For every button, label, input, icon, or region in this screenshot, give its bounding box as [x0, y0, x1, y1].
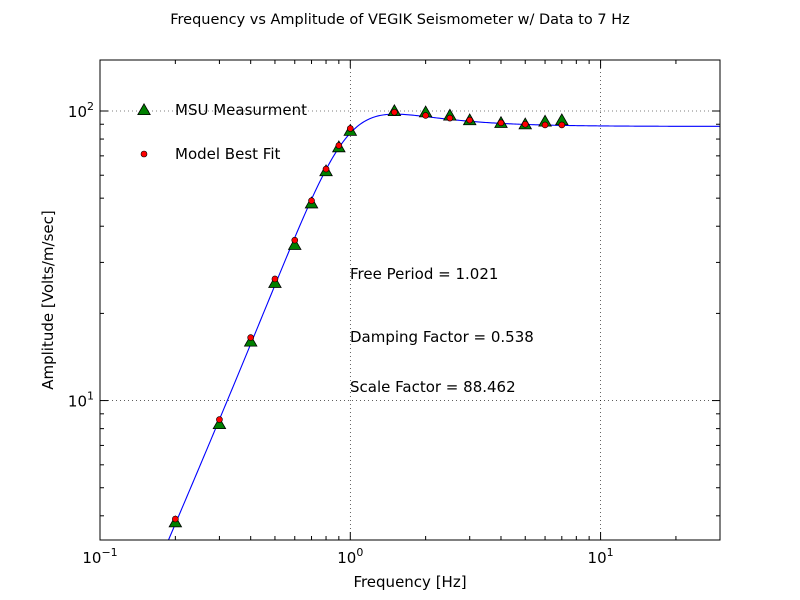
y-tick-label: 101 — [68, 390, 94, 411]
legend-marker-msu-measurement — [137, 102, 151, 116]
legend-marker-model-best-fit — [140, 150, 148, 158]
model-fit-point — [391, 108, 398, 116]
y-tick-label: 102 — [68, 100, 94, 121]
msu-measurement-point — [212, 416, 227, 430]
y-axis-label: Amplitude [Volts/m/sec] — [39, 210, 57, 390]
fit-curve-layer — [167, 113, 720, 540]
legend: MSU Measurment Model Best Fit — [137, 101, 307, 163]
model-fit-point — [216, 416, 223, 423]
msu-measurement-point — [287, 237, 302, 250]
x-tick-label: 100 — [337, 546, 363, 567]
tick-layer: 10−1 100 101 101 102 — [68, 60, 720, 567]
model-fit-point — [446, 114, 454, 122]
model-fit-point — [466, 116, 474, 124]
scale-factor-annotation: Scale Factor = 88.462 — [350, 378, 516, 396]
model-fit-point — [346, 125, 354, 132]
model-fit-point — [558, 121, 566, 129]
x-axis-label: Frequency [Hz] — [353, 573, 466, 591]
model-fit-point — [291, 236, 299, 244]
model-fit-point — [335, 142, 343, 149]
x-tick-label: 10−1 — [82, 546, 117, 567]
fit-curve — [167, 113, 720, 540]
model-fit-point — [322, 165, 330, 173]
model-fit-point — [497, 119, 505, 127]
chart-title: Frequency vs Amplitude of VEGIK Seismome… — [170, 12, 630, 28]
model-fit-point — [308, 197, 315, 205]
model-fit-point — [541, 121, 549, 129]
free-period-annotation: Free Period = 1.021 — [350, 265, 498, 283]
damping-factor-annotation: Damping Factor = 0.538 — [350, 328, 534, 346]
annotations: Free Period = 1.021 Damping Factor = 0.53… — [350, 265, 534, 396]
model-fit-point — [271, 275, 279, 283]
model-fit-point — [172, 515, 179, 523]
x-tick-label: 101 — [588, 546, 614, 567]
model-fit-point — [521, 120, 529, 128]
markers-layer — [168, 103, 569, 528]
model-fit-point — [422, 112, 429, 119]
legend-label: Model Best Fit — [175, 145, 280, 163]
legend-label: MSU Measurment — [175, 101, 307, 119]
grid-lines — [100, 60, 720, 540]
model-fit-point — [247, 334, 254, 341]
plot-frame — [99, 59, 721, 541]
